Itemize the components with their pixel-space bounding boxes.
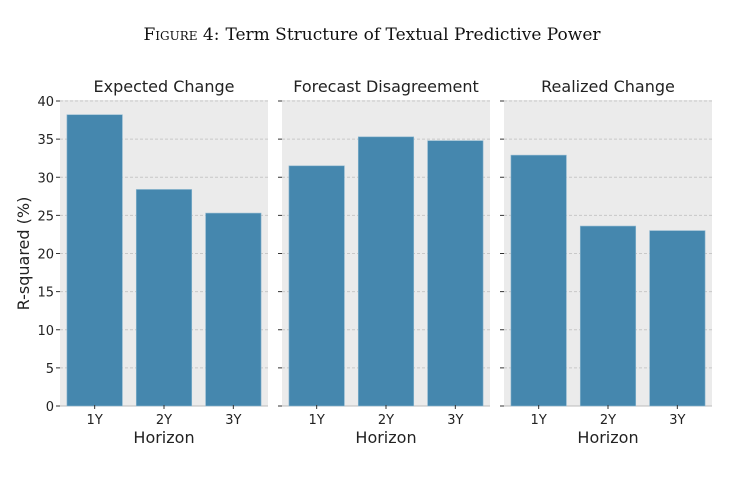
panel-title: Expected Change xyxy=(94,77,235,96)
x-axis-label: Horizon xyxy=(355,428,416,447)
x-tick-label: 1Y xyxy=(309,413,325,428)
x-tick-label: 2Y xyxy=(378,413,394,428)
bar-3Y xyxy=(205,212,262,407)
x-tick-label: 3Y xyxy=(225,413,241,428)
x-tick-label: 3Y xyxy=(669,413,685,428)
y-tick-label: 15 xyxy=(37,286,54,301)
x-tick-label: 3Y xyxy=(447,413,463,428)
x-tick-label: 1Y xyxy=(531,413,547,428)
bar-3Y xyxy=(427,140,484,407)
panel-title: Realized Change xyxy=(541,77,675,96)
x-tick-label: 1Y xyxy=(87,413,103,428)
x-tick-label: 2Y xyxy=(600,413,616,428)
panel-title: Forecast Disagreement xyxy=(293,77,479,96)
bar-1Y xyxy=(510,154,567,407)
figure-caption: Figure 4: Term Structure of Textual Predi… xyxy=(143,25,601,45)
y-tick-label: 10 xyxy=(37,324,54,339)
x-axis-label: Horizon xyxy=(133,428,194,447)
y-tick-label: 40 xyxy=(37,95,54,110)
y-tick-label: 25 xyxy=(37,209,54,224)
panel-3: 1Y 2Y 3Y Realized Change Horizon xyxy=(500,77,712,447)
x-axis-label: Horizon xyxy=(577,428,638,447)
y-tick-label: 35 xyxy=(37,133,54,148)
figure-label: Figure 4: xyxy=(143,25,219,45)
bar-3Y xyxy=(649,230,706,407)
y-tick-label: 5 xyxy=(46,362,54,377)
y-tick-label: 0 xyxy=(46,400,54,415)
bar-2Y xyxy=(579,225,637,407)
panel-1: 0 5 10 15 20 25 30 35 40 1Y 2Y 3Y Expected Change Hor… xyxy=(14,77,268,447)
y-tick-label: 30 xyxy=(37,171,54,186)
figure-title: Term Structure of Textual Predictive Pow… xyxy=(225,25,601,45)
panel-2: 1Y 2Y 3Y Forecast Disagreement Horizon xyxy=(278,77,490,447)
bar-2Y xyxy=(135,189,193,407)
bar-1Y xyxy=(66,114,123,407)
bar-2Y xyxy=(357,136,415,407)
bar-1Y xyxy=(288,165,345,407)
y-tick-label: 20 xyxy=(37,248,54,263)
x-tick-label: 2Y xyxy=(156,413,172,428)
y-axis-label: R-squared (%) xyxy=(14,197,33,311)
